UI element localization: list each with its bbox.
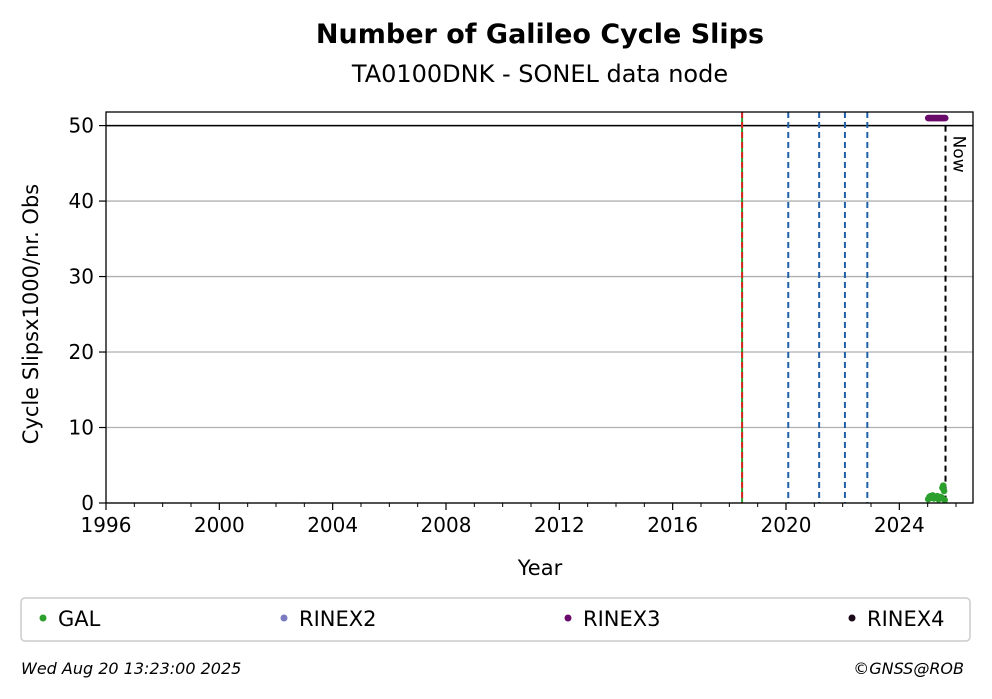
y-tick-label: 40 [69,189,94,213]
point-gal [941,496,948,504]
legend-box [20,597,971,642]
point-rinex3 [941,114,949,122]
legend-label-rinex2: RINEX2 [299,607,377,631]
point-gal [940,487,948,495]
legend: GAL RINEX2 RINEX3 RINEX4 [20,597,971,642]
y-tick-label: 30 [69,265,94,289]
point-gal [939,482,947,489]
legend-label-rinex3: RINEX3 [583,607,661,631]
event-lines: Now [741,112,969,503]
x-tick-label: 2020 [761,513,812,537]
x-tick-label: 2016 [647,513,698,537]
y-axis-ticks: 0 10 20 30 40 50 [69,114,106,515]
footer-timestamp: Wed Aug 20 13:23:00 2025 [21,659,241,678]
y-tick-label: 50 [69,114,94,138]
y-tick-label: 10 [69,416,94,440]
x-tick-label: 2008 [421,513,472,537]
chart-title: Number of Galileo Cycle Slips [316,19,764,50]
x-tick-label: 2024 [874,513,925,537]
grid [106,124,973,504]
y-axis-label: Cycle Slipsx1000/nr. Obs [19,184,43,444]
plot-area-frame [105,111,974,504]
x-tick-label: 2012 [534,513,585,537]
legend-marker-rinex3 [564,614,572,622]
x-tick-label: 2000 [194,513,245,537]
footer-credit: ©GNSS@ROB [853,659,964,678]
x-tick-label: 2004 [307,513,358,537]
data-series [924,114,949,504]
legend-marker-rinex2 [280,614,288,622]
chart-subtitle: TA0100DNK - SONEL data node [351,60,728,88]
x-tick-label: 1996 [81,513,132,537]
x-axis-label: Year [517,556,563,580]
legend-marker-rinex4 [848,614,856,622]
x-axis-ticks: 1996 2000 2004 2008 2012 2016 2020 2024 [81,503,957,537]
y-tick-label: 20 [69,340,94,364]
legend-label-rinex4: RINEX4 [867,607,945,631]
legend-label-gal: GAL [58,607,101,631]
legend-marker-gal [39,614,47,622]
now-label: Now [949,136,969,173]
y-tick-label: 0 [81,491,94,515]
